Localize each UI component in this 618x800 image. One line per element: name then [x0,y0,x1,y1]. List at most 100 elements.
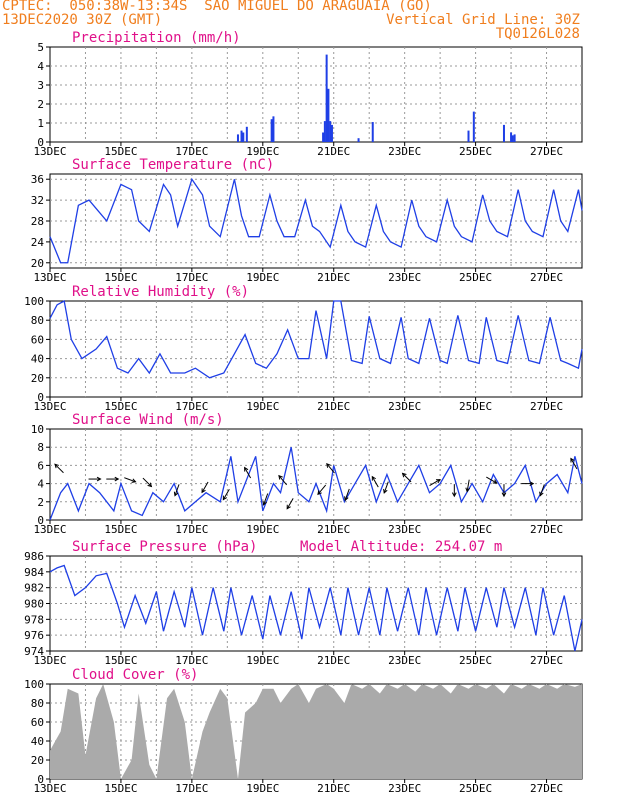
precip-bar [329,121,332,142]
y-tick-label: 4 [37,60,44,73]
x-tick-label: 21DEC [317,400,350,413]
x-tick-label: 19DEC [246,400,279,413]
y-tick-label: 0 [37,391,44,404]
y-tick-label: 40 [31,735,44,748]
wind-arrow-head [492,479,498,484]
y-tick-label: 0 [37,773,44,786]
wind-arrow [371,475,379,488]
y-tick-label: 982 [24,582,44,595]
wind-arrow [451,484,457,498]
x-tick-label: 13DEC [33,523,66,536]
wind-arrow [326,463,335,474]
wind-arrow-shaft [142,477,152,487]
wind-arrow-shaft [124,477,136,483]
x-tick-label: 13DEC [33,654,66,667]
x-tick-label: 25DEC [459,654,492,667]
x-tick-label: 15DEC [104,145,137,158]
wind-arrow-head [173,491,179,497]
wind-arrow-shaft [263,493,269,505]
wind-arrow-head [286,504,291,510]
y-tick-label: 980 [24,598,44,611]
x-tick-label: 15DEC [104,271,137,284]
wind-arrow-head [570,457,575,463]
y-tick-label: 978 [24,613,44,626]
x-tick-label: 25DEC [459,782,492,795]
y-tick-label: 984 [24,566,44,579]
x-tick-label: 23DEC [388,782,421,795]
wind-arrow-shaft [317,484,327,495]
y-tick-label: 1 [37,117,44,130]
x-tick-label: 17DEC [175,523,208,536]
x-tick-label: 27DEC [530,782,563,795]
precip-bar [502,124,505,142]
wind-arrow-head [54,463,59,469]
wind-arrow [142,477,153,488]
y-tick-label: 4 [37,478,44,491]
wind-arrow [501,484,507,498]
cloud-cover-area [50,684,582,779]
panel-title: Cloud Cover (%) [72,667,198,683]
wind-arrow-shaft [201,481,209,493]
x-tick-label: 25DEC [459,400,492,413]
panel-title: Precipitation (mm/h) [72,30,241,46]
wind-arrow [383,481,389,494]
wind-arrow-head [278,474,283,480]
y-tick-label: 80 [31,314,44,327]
wind-arrow-head [96,476,102,482]
wind-arrow [88,476,102,482]
precip-bar [357,138,360,142]
wind-arrow-head [529,481,535,486]
wind-arrow-shaft [466,479,470,492]
y-tick-label: 8 [37,441,44,454]
x-tick-label: 23DEC [388,271,421,284]
x-tick-label: 13DEC [33,400,66,413]
x-tick-label: 25DEC [459,145,492,158]
x-tick-label: 15DEC [104,654,137,667]
x-tick-label: 15DEC [104,400,137,413]
panel-6: 0 20 40 60 80 100 13DEC 15DEC 17DEC 19DEC 21DEC 23D… [24,667,583,795]
wind-arrow [344,488,350,502]
wind-arrow-shaft [286,498,294,509]
panel-5: 974 976 978 980 982 984 986 13DEC 15DEC 17DEC 19DE… [24,539,583,667]
precip-bar [270,119,273,142]
wind-arrow-shaft [244,467,252,479]
panel-title: Surface Pressure (hPa) [72,539,257,555]
wind-arrow [521,481,535,486]
x-tick-label: 23DEC [388,654,421,667]
wind-arrow [124,477,137,483]
wind-arrow-shaft [54,463,64,474]
panel-3: 0 20 40 60 80 100 13DEC 15DEC 17DEC 19DEC 21DEC 23D… [24,284,583,413]
y-tick-label: 20 [31,257,44,270]
precip-bar [327,88,330,142]
y-tick-label: 3 [37,79,44,92]
y-tick-label: 986 [24,550,44,563]
wind-arrow-head [501,492,507,498]
precip-bar [510,132,513,142]
y-tick-label: 32 [31,194,44,207]
y-tick-label: 60 [31,333,44,346]
panel-title: Surface Wind (m/s) [72,412,224,428]
wind-arrow [278,474,288,486]
y-tick-label: 80 [31,697,44,710]
header-location: CPTEC: 050:38W-13:34S SAO MIGUEL DO ARAG… [2,0,432,14]
x-tick-label: 27DEC [530,145,563,158]
wind-arrow [429,479,441,487]
wind-arrow-shaft [326,463,335,474]
y-tick-label: 20 [31,754,44,767]
y-tick-label: 6 [37,459,44,472]
y-tick-label: 10 [31,423,44,436]
x-tick-label: 27DEC [530,400,563,413]
y-tick-label: 976 [24,629,44,642]
header-grid-line: Vertical Grid Line: 30Z [386,12,580,28]
precip-bar [467,130,470,142]
wind-arrow-shaft [222,488,230,500]
wind-arrow-head [262,500,267,506]
panel-2: 20 24 28 32 36 13DEC 15DEC 17DEC 19DEC 21DEC 23DEC… [31,157,583,284]
wind-arrow-shaft [402,473,412,483]
precip-bar [323,121,326,142]
x-tick-label: 21DEC [317,145,350,158]
wind-arrow-shaft [539,484,545,496]
y-tick-label: 974 [24,645,44,658]
panel-annotation: Model Altitude: 254.07 m [300,539,502,555]
x-tick-label: 21DEC [317,271,350,284]
